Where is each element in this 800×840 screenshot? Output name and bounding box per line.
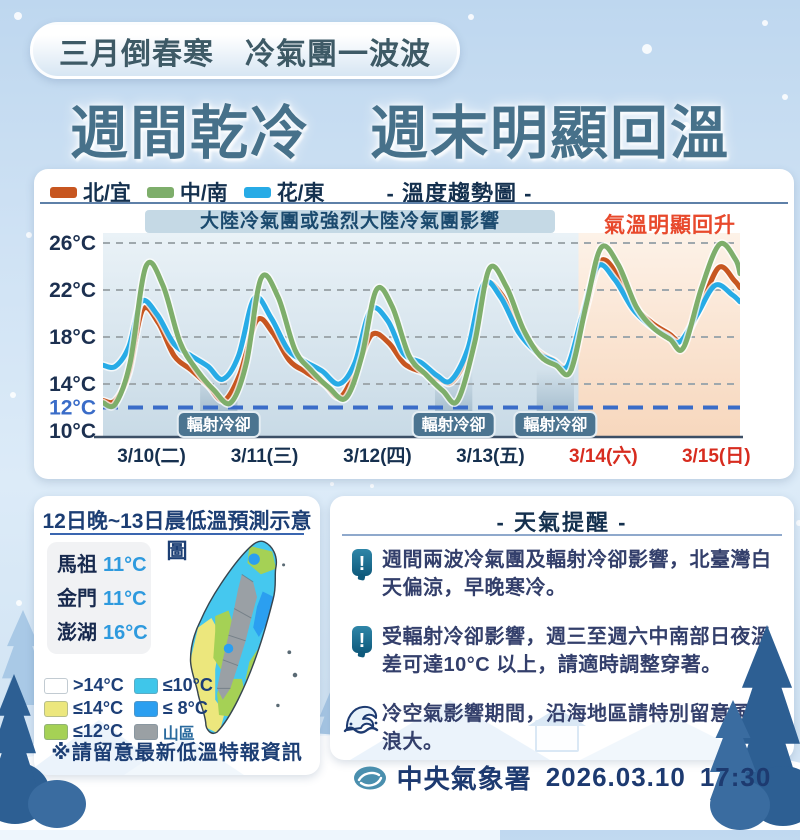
series-lines xyxy=(103,239,740,411)
map-color-legend: >14°C ≤14°C ≤12°C ≤10°C ≤ 8°C 山區 xyxy=(44,674,213,743)
color-swatch xyxy=(44,677,68,694)
tips-list: ! 週間兩波冷氣團及輻射冷卻影響，北臺灣白天偏涼，早晚寒冷。 ! 受輻射冷卻影響… xyxy=(342,546,782,776)
legend-label: 北/宜 xyxy=(83,182,131,205)
map-panel-title: 12日晚~13日晨低溫預測示意圖 xyxy=(42,510,312,563)
snow-dot xyxy=(468,14,474,20)
cold-airmass-annotation: 大陸冷氣團或強烈大陸冷氣團影響 xyxy=(145,210,555,233)
exclamation-icon: ! xyxy=(342,623,382,659)
svg-text:10°C: 10°C xyxy=(49,420,96,443)
warming-annotation: 氣溫明顯回升 xyxy=(604,214,736,237)
svg-text:輻射冷卻: 輻射冷卻 xyxy=(187,415,251,434)
svg-text:!: ! xyxy=(359,630,366,652)
color-swatch xyxy=(133,700,158,717)
island-temp: 11°C xyxy=(103,588,147,610)
tip-item: ! 週間兩波冷氣團及輻射冷卻影響，北臺灣白天偏涼，早晚寒冷。 xyxy=(342,546,782,603)
svg-text:3/12(四): 3/12(四) xyxy=(343,446,412,467)
snow-dot xyxy=(762,20,768,26)
snow-dot xyxy=(370,484,374,488)
trend-line-chart: 26°C 22°C 18°C 14°C12°C10°C 3/10(二) 3/11(三) 3/… xyxy=(49,232,751,467)
snow-dot xyxy=(642,44,652,54)
footer: 中央氣象署 2026.03.10 17:30 xyxy=(330,759,794,796)
taiwan-map xyxy=(189,540,298,734)
snow-dot xyxy=(26,232,32,238)
svg-text:14°C: 14°C xyxy=(49,373,96,396)
offshore-islands-box: 馬祖 11°C 金門 11°C 澎湖 16°C xyxy=(47,542,151,654)
svg-text:22°C: 22°C xyxy=(49,279,96,302)
chart-title: - 溫度趨勢圖 - xyxy=(386,181,533,206)
svg-text:!: ! xyxy=(359,553,366,575)
temperature-trend-card: 北/宜 中/南 花/東 - 溫度趨勢圖 - 大陸冷氣團或強烈大陸冷氣團影響 氣溫… xyxy=(34,169,794,479)
island-temp: 16°C xyxy=(103,622,148,644)
north-series-swatch xyxy=(50,186,77,198)
map-legend-item: ≤12°C xyxy=(44,720,124,743)
subtitle-text: 三月倒春寒 冷氣團一波波 xyxy=(59,37,431,71)
color-swatch xyxy=(44,723,68,740)
legend-label: 中/南 xyxy=(179,182,228,205)
chart-legend: 北/宜 中/南 花/東 - 溫度趨勢圖 - xyxy=(50,176,532,208)
map-legend-item: ≤ 8°C xyxy=(133,697,213,720)
svg-text:輻射冷卻: 輻射冷卻 xyxy=(422,415,486,434)
tip-item: 冷空氣影響期間，沿海地區請特別留意風強浪大。 xyxy=(342,700,782,757)
issue-date: 2026.03.10 xyxy=(545,762,686,792)
page-title: 週間乾冷 週末明顯回溫 xyxy=(69,101,730,166)
agency-name: 中央氣象署 xyxy=(396,764,532,794)
color-swatch xyxy=(133,677,158,694)
svg-text:3/11(三): 3/11(三) xyxy=(231,446,299,467)
island-name: 金門 xyxy=(57,588,97,610)
issue-time: 17:30 xyxy=(699,762,772,792)
exclamation-icon: ! xyxy=(342,546,382,582)
svg-text:26°C: 26°C xyxy=(49,232,96,255)
island-name: 馬祖 xyxy=(57,554,97,576)
tip-text: 受輻射冷卻影響，週三至週六中南部日夜溫差可達10°C 以上，請適時調整穿著。 xyxy=(382,625,772,677)
color-swatch xyxy=(44,700,68,717)
snow-dot xyxy=(330,482,334,486)
snow-dot xyxy=(10,392,16,398)
east-series-swatch xyxy=(243,186,271,198)
svg-text:3/15(日): 3/15(日) xyxy=(682,446,751,467)
island-row: 馬祖 11°C xyxy=(57,548,151,582)
series-中/南 xyxy=(103,240,740,410)
legend-label: 花/東 xyxy=(276,182,325,205)
svg-text:3/10(二): 3/10(二) xyxy=(117,446,186,467)
map-legend-item: >14°C xyxy=(44,674,124,697)
map-legend-item: ≤10°C xyxy=(133,674,213,697)
legend-item-north: 北/宜 xyxy=(50,177,131,207)
wave-icon xyxy=(342,700,382,734)
island-name: 澎湖 xyxy=(57,622,97,644)
svg-text:18°C: 18°C xyxy=(49,326,96,349)
tip-item: ! 受輻射冷卻影響，週三至週六中南部日夜溫差可達10°C 以上，請適時調整穿著。 xyxy=(342,623,782,680)
tip-text: 冷空氣影響期間，沿海地區請特別留意風強浪大。 xyxy=(382,702,772,753)
legend-item-central: 中/南 xyxy=(146,177,228,207)
snow-dot xyxy=(88,142,94,148)
cwa-logo xyxy=(353,766,386,789)
map-note: ※請留意最新低溫特報資訊 xyxy=(51,742,303,764)
svg-text:3/13(五): 3/13(五) xyxy=(456,446,525,467)
divider xyxy=(342,534,782,536)
divider xyxy=(40,202,788,204)
subtitle-banner: 三月倒春寒 冷氣團一波波 xyxy=(30,22,460,79)
tips-title: - 天氣提醒 - xyxy=(496,510,628,535)
svg-text:12°C: 12°C xyxy=(49,397,96,420)
snow-dot xyxy=(16,600,22,606)
svg-text:輻射冷卻: 輻射冷卻 xyxy=(523,415,587,434)
low-temp-map-card: 12日晚~13日晨低溫預測示意圖 馬祖 11°C 金門 11°C 澎湖 16°C xyxy=(34,496,320,775)
island-row: 澎湖 16°C xyxy=(57,616,151,650)
divider xyxy=(50,533,304,535)
tip-text: 週間兩波冷氣團及輻射冷卻影響，北臺灣白天偏涼，早晚寒冷。 xyxy=(382,549,772,600)
svg-text:3/14(六): 3/14(六) xyxy=(569,444,638,467)
island-row: 金門 11°C xyxy=(57,582,151,616)
snow-dot xyxy=(682,122,690,130)
snow-dot xyxy=(796,520,800,526)
snow-dot xyxy=(14,12,22,20)
central-series-swatch xyxy=(146,186,174,198)
snow-dot xyxy=(782,94,788,100)
map-legend-item: 山區 xyxy=(133,720,213,743)
legend-item-east: 花/東 xyxy=(243,177,325,207)
island-temp: 11°C xyxy=(103,554,147,576)
color-swatch xyxy=(133,723,158,740)
map-legend-item: ≤14°C xyxy=(44,697,124,720)
weather-reminder-card: - 天氣提醒 - ! 週間兩波冷氣團及輻射冷卻影響，北臺灣白天偏涼，早晚寒冷。 xyxy=(330,496,794,760)
